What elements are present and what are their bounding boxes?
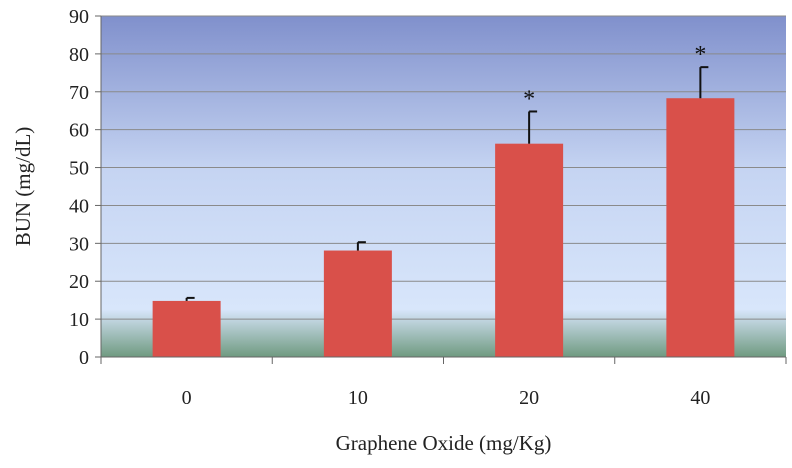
bars [152, 98, 735, 358]
y-tick-label: 60 [69, 120, 89, 142]
y-tick-label: 30 [69, 233, 89, 255]
bar-10 [323, 250, 392, 357]
bar-0 [152, 300, 221, 357]
y-tick-label: 10 [69, 309, 89, 331]
x-tick-label: 20 [519, 387, 539, 409]
y-tick-label: 0 [79, 347, 89, 369]
y-tick-label: 20 [69, 271, 89, 293]
y-tick-label: 70 [69, 82, 89, 104]
significance-marker: * [523, 86, 535, 112]
x-tick-label: 40 [690, 387, 710, 409]
axes [95, 15, 787, 364]
bar-20 [495, 143, 564, 357]
y-tick-label: 50 [69, 158, 89, 180]
error-bars [185, 66, 709, 301]
x-axis-title: Graphene Oxide (mg/Kg) [336, 431, 552, 455]
y-axis-title: BUN (mg/dL) [11, 127, 35, 247]
bar-40 [666, 98, 735, 358]
x-tick-label: 10 [348, 387, 368, 409]
y-tick-label: 90 [69, 6, 89, 28]
x-tick-label: 0 [182, 387, 192, 409]
y-tick-label: 80 [69, 44, 89, 66]
significance-marker: * [694, 42, 706, 68]
labels: 0 10 20 30 40 50 60 70 80 90 0 10 20 * 40 * [69, 6, 710, 409]
y-tick-label: 40 [69, 195, 89, 217]
